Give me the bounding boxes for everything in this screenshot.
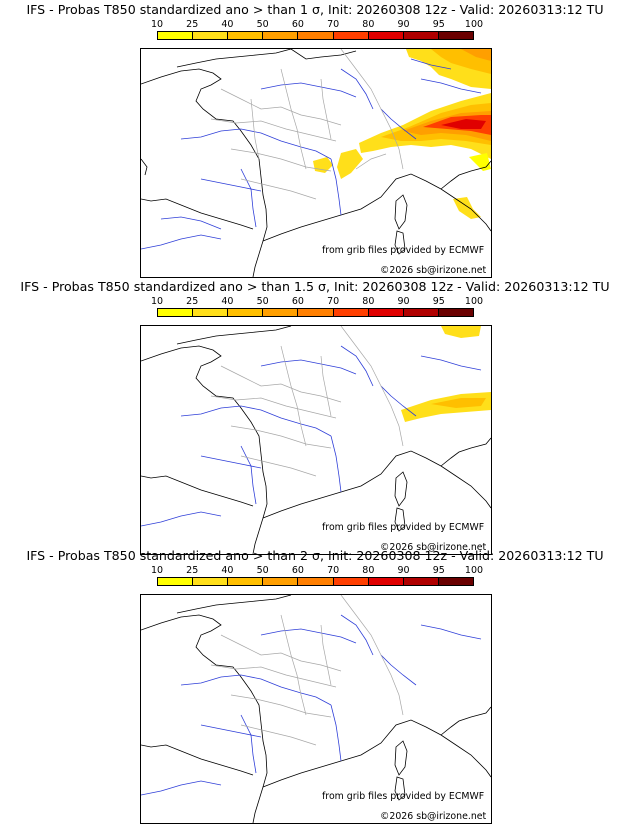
probability-map: from grib files provided by ECMWF ©2026 … (140, 325, 492, 555)
colorbar-swatch (263, 578, 299, 585)
coastlines (141, 595, 491, 823)
colorbar-tick-label: 40 (221, 19, 234, 30)
map-svg (141, 49, 491, 277)
colorbar-swatch (158, 309, 194, 316)
colorbar-swatch (403, 309, 439, 316)
colorbar-tick-label: 80 (362, 565, 375, 576)
coastlines (141, 49, 491, 277)
colorbar-swatch (403, 578, 439, 585)
colorbar-swatch (193, 32, 229, 39)
colorbar-swatch (333, 309, 369, 316)
colorbar-ticks: 10 25 40 50 60 70 80 90 95 100 (151, 565, 483, 577)
colorbar-swatch (438, 32, 473, 39)
rivers (141, 614, 482, 796)
admin-borders (210, 49, 404, 200)
colorbar-swatch (263, 309, 299, 316)
colorbar-tick-label: 95 (432, 296, 445, 307)
admin-borders (210, 595, 404, 746)
probability-map: from grib files provided by ECMWF ©2026 … (140, 48, 492, 278)
colorbar-tick-label: 10 (150, 565, 164, 576)
colorbar-swatch (333, 32, 369, 39)
colorbar-tick-label: 80 (362, 296, 375, 307)
colorbar-tick-label: 40 (221, 296, 234, 307)
colorbar-tick-label: 40 (221, 565, 234, 576)
colorbar-tick-label: 90 (397, 296, 410, 307)
colorbar-tick-label: 60 (291, 296, 304, 307)
probability-map: from grib files provided by ECMWF ©2026 … (140, 594, 492, 824)
colorbar-tick-label: 70 (327, 296, 340, 307)
panel-title: IFS - Probas T850 standardized ano > tha… (20, 279, 610, 294)
panel-1: IFS - Probas T850 standardized ano > tha… (0, 0, 630, 278)
panel-3: IFS - Probas T850 standardized ano > tha… (0, 546, 630, 824)
colorbar-tick-label: 95 (432, 565, 445, 576)
colorbar-tick-label: 100 (464, 296, 484, 307)
colorbar-tick-label: 100 (464, 19, 484, 30)
colorbar-tick-label: 100 (464, 565, 484, 576)
colorbar-tick-label: 70 (327, 565, 340, 576)
copyright-credit: ©2026 sb@irizone.net (380, 265, 487, 276)
colorbar-swatch (368, 32, 404, 39)
colorbar-swatch (368, 578, 404, 585)
copyright-credit: ©2026 sb@irizone.net (380, 542, 487, 553)
colorbar-swatch (333, 578, 369, 585)
colorbar-swatch (228, 309, 264, 316)
colorbar (157, 308, 474, 317)
colorbar-swatch (438, 309, 473, 316)
colorbar-ticks: 10 25 40 50 60 70 80 90 95 100 (151, 19, 483, 31)
colorbar-tick-label: 25 (186, 296, 199, 307)
coastlines (141, 326, 491, 554)
probability-shading (401, 326, 491, 422)
source-credit: from grib files provided by ECMWF (322, 791, 485, 802)
map-svg (141, 326, 491, 554)
colorbar-tick-label: 25 (186, 565, 199, 576)
colorbar-swatch (298, 309, 334, 316)
colorbar-swatch (438, 578, 473, 585)
colorbar-tick-label: 50 (256, 565, 269, 576)
colorbar-swatch (368, 309, 404, 316)
colorbar-swatch (158, 578, 194, 585)
admin-borders (210, 326, 404, 477)
probability-shading (313, 49, 491, 219)
colorbar-tick-label: 50 (256, 296, 269, 307)
colorbar (157, 577, 474, 586)
colorbar-tick-label: 95 (432, 19, 445, 30)
rivers (141, 345, 482, 527)
colorbar-swatch (228, 32, 264, 39)
colorbar-swatch (158, 32, 194, 39)
colorbar-swatch (263, 32, 299, 39)
colorbar-swatch (193, 578, 229, 585)
colorbar-tick-label: 70 (327, 19, 340, 30)
colorbar-swatch (298, 578, 334, 585)
colorbar-tick-label: 60 (291, 19, 304, 30)
source-credit: from grib files provided by ECMWF (322, 245, 485, 256)
colorbar-swatch (403, 32, 439, 39)
colorbar-swatch (298, 32, 334, 39)
rivers (141, 58, 482, 250)
colorbar-tick-label: 10 (150, 296, 164, 307)
panel-title: IFS - Probas T850 standardized ano > tha… (26, 548, 604, 563)
colorbar-tick-label: 10 (150, 19, 164, 30)
colorbar-swatch (228, 578, 264, 585)
colorbar-tick-label: 60 (291, 565, 304, 576)
colorbar (157, 31, 474, 40)
panel-title: IFS - Probas T850 standardized ano > tha… (26, 2, 604, 17)
map-svg (141, 595, 491, 823)
panel-2: IFS - Probas T850 standardized ano > tha… (0, 277, 630, 555)
source-credit: from grib files provided by ECMWF (322, 522, 485, 533)
colorbar-tick-label: 90 (397, 565, 410, 576)
colorbar-tick-label: 80 (362, 19, 375, 30)
colorbar-tick-label: 50 (256, 19, 269, 30)
copyright-credit: ©2026 sb@irizone.net (380, 811, 487, 822)
colorbar-tick-label: 90 (397, 19, 410, 30)
colorbar-ticks: 10 25 40 50 60 70 80 90 95 100 (151, 296, 483, 308)
colorbar-tick-label: 25 (186, 19, 199, 30)
colorbar-swatch (193, 309, 229, 316)
